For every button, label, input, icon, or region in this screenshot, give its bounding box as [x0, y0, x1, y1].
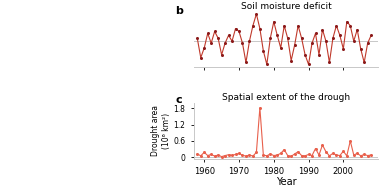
Title: Soil moisture deficit: Soil moisture deficit [241, 2, 331, 11]
X-axis label: Year: Year [276, 177, 296, 187]
Y-axis label: Drought area
(10⁶ km²): Drought area (10⁶ km²) [151, 105, 171, 156]
Text: c: c [176, 95, 182, 105]
Text: b: b [176, 6, 183, 16]
Title: Spatial extent of the drough: Spatial extent of the drough [222, 93, 350, 102]
